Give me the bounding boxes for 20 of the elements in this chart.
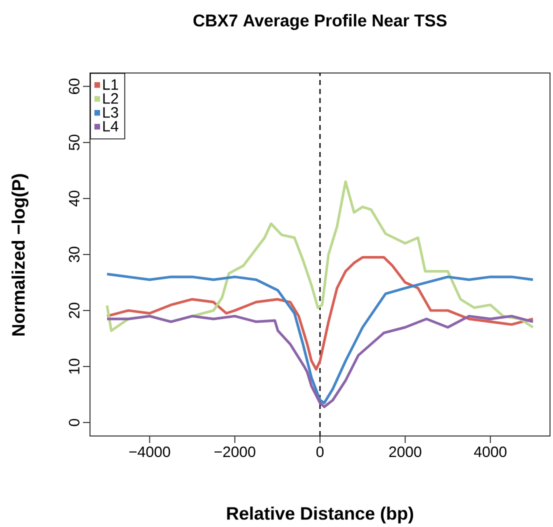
line-series bbox=[106, 256, 534, 371]
legend-label: L1 bbox=[103, 79, 118, 90]
y-tick-label: 50 bbox=[68, 134, 80, 150]
legend-label: L4 bbox=[103, 121, 118, 132]
x-axis-title: Relative Distance (bp) bbox=[227, 506, 414, 524]
x-tick-label: −2000 bbox=[214, 446, 256, 458]
x-tick-label: 4000 bbox=[474, 446, 506, 458]
y-axis-title: Normalized −log(P) bbox=[12, 174, 28, 336]
y-tick-label: 0 bbox=[68, 418, 80, 426]
chart-title: CBX7 Average Profile Near TSS bbox=[193, 14, 447, 30]
x-tick-label: −4000 bbox=[129, 446, 170, 458]
y-tick-label: 20 bbox=[68, 302, 80, 318]
legend-label: L3 bbox=[103, 107, 118, 118]
y-tick-label: 10 bbox=[68, 358, 80, 374]
x-tick-label: 2000 bbox=[389, 446, 422, 458]
legend-label: L2 bbox=[103, 93, 118, 104]
x-tick-label: 0 bbox=[316, 446, 324, 458]
y-tick-label: 30 bbox=[68, 246, 80, 262]
y-tick-label: 40 bbox=[68, 190, 80, 206]
y-tick-label: 60 bbox=[68, 78, 80, 94]
